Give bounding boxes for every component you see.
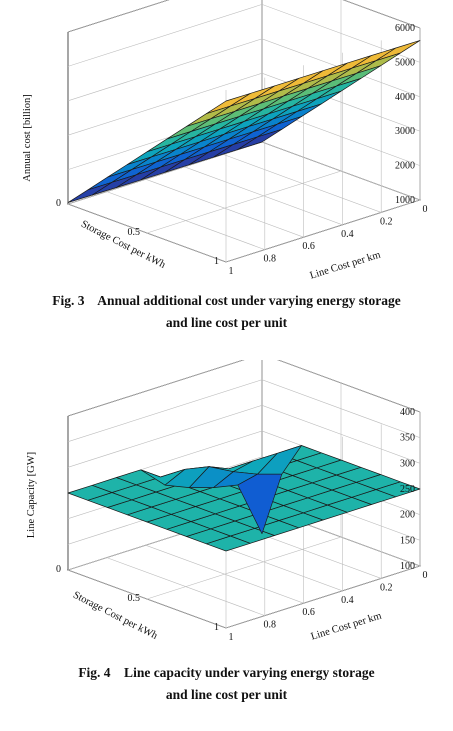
- z-tick-label: 6000: [395, 23, 415, 34]
- z-tick-label: 350: [400, 433, 415, 444]
- z-tick-label: 5000: [395, 57, 415, 68]
- z-gridline: [67, 379, 421, 442]
- storage-cost-tick-label: 1: [214, 622, 219, 633]
- figure-4-y-axis-label: Line Cost per km: [310, 611, 383, 643]
- figure-3-z-axis-label: Annual cost [billion]: [22, 94, 33, 182]
- z-tick-label: 1000: [395, 195, 415, 206]
- figure-4-surface: [67, 445, 421, 552]
- z-tick-label: 400: [400, 407, 415, 418]
- figure-4-surface-chart: 10015020025030035040000.5100.20.40.60.81…: [26, 360, 428, 643]
- storage-cost-tick-label: 0.5: [128, 593, 141, 604]
- z-tick-label: 150: [400, 535, 415, 546]
- line-cost-tick-label: 1: [229, 632, 234, 643]
- figure-3-caption-line1: Fig. 3 Annual additional cost under vary…: [52, 293, 401, 308]
- figure-3-surface-chart: 1000 2000 3000 4000 5000 6000 0 0.5 1 0 0.2 0.4 0.6 0…: [22, 0, 428, 282]
- z-tick-label: 3000: [395, 126, 415, 137]
- figure-3-caption: Fig. 3 Annual additional cost under vary…: [0, 290, 453, 334]
- line-cost-tick-label: 0: [423, 570, 428, 581]
- line-cost-tick-label: 0: [423, 204, 428, 215]
- figure-4-caption-line1: Fig. 4 Line capacity under varying energ…: [78, 665, 375, 680]
- line-cost-tick-label: 0.4: [341, 595, 354, 606]
- storage-cost-tick-label: 0: [56, 564, 61, 575]
- z-gridline: [67, 404, 421, 468]
- z-tick-label: 4000: [395, 92, 415, 103]
- z-tick-label: 200: [400, 510, 415, 521]
- figure-4-z-axis-label: Line Capacity [GW]: [26, 452, 37, 538]
- storage-cost-tick-label: 0: [56, 198, 61, 209]
- figure-4-caption: Fig. 4 Line capacity under varying energ…: [0, 662, 453, 706]
- z-tick-label: 100: [400, 561, 415, 572]
- figure-3-x-axis-label: Storage Cost per kWh: [79, 219, 168, 271]
- figure-4-caption-line2: and line cost per unit: [165, 687, 288, 702]
- line-cost-tick-label: 0.6: [302, 607, 315, 618]
- figure-3-y-axis-label: Line Cost per km: [309, 250, 382, 282]
- storage-cost-gridline: [146, 0, 342, 234]
- z-gridline: [67, 0, 421, 33]
- z-tick-label: 250: [400, 484, 415, 495]
- line-cost-tick-label: 0.8: [264, 254, 277, 265]
- figure-3-ticks: 1000 2000 3000 4000 5000 6000 0 0.5 1 0 0.2 0.4 0.6 0…: [56, 23, 428, 277]
- line-cost-tick-label: 1: [229, 266, 234, 277]
- figure-4-ticks: 100 150 200 250 300 350 400 0 0.5 1 0 0.2 0.4 0.6 0.8 1: [56, 407, 428, 643]
- surface-patch-s0-l0: [237, 128, 283, 150]
- surface-patch-s0-l0: [237, 473, 283, 535]
- top-right-edge: [67, 0, 170, 33]
- figure-3-caption-line2: and line cost per unit: [165, 315, 288, 330]
- storage-cost-gridline: [225, 28, 421, 263]
- line-cost-tick-label: 0.2: [380, 582, 393, 593]
- storage-cost-gridline: [225, 412, 421, 629]
- storage-cost-tick-label: 1: [214, 256, 219, 267]
- figure-4-x-axis-label: Storage Cost per kWh: [71, 590, 160, 642]
- storage-cost-tick-label: 0.5: [128, 227, 141, 238]
- top-right-edge: [67, 360, 245, 417]
- line-cost-tick-label: 0.6: [302, 241, 315, 252]
- z-gridline: [67, 360, 421, 417]
- line-cost-tick-label: 0.8: [264, 620, 277, 631]
- line-cost-tick-label: 0.4: [341, 229, 354, 240]
- line-cost-tick-label: 0.2: [380, 216, 393, 227]
- figure-3-surface: [67, 40, 421, 203]
- z-tick-label: 300: [400, 458, 415, 469]
- z-tick-label: 2000: [395, 161, 415, 172]
- storage-cost-gridline: [146, 383, 342, 600]
